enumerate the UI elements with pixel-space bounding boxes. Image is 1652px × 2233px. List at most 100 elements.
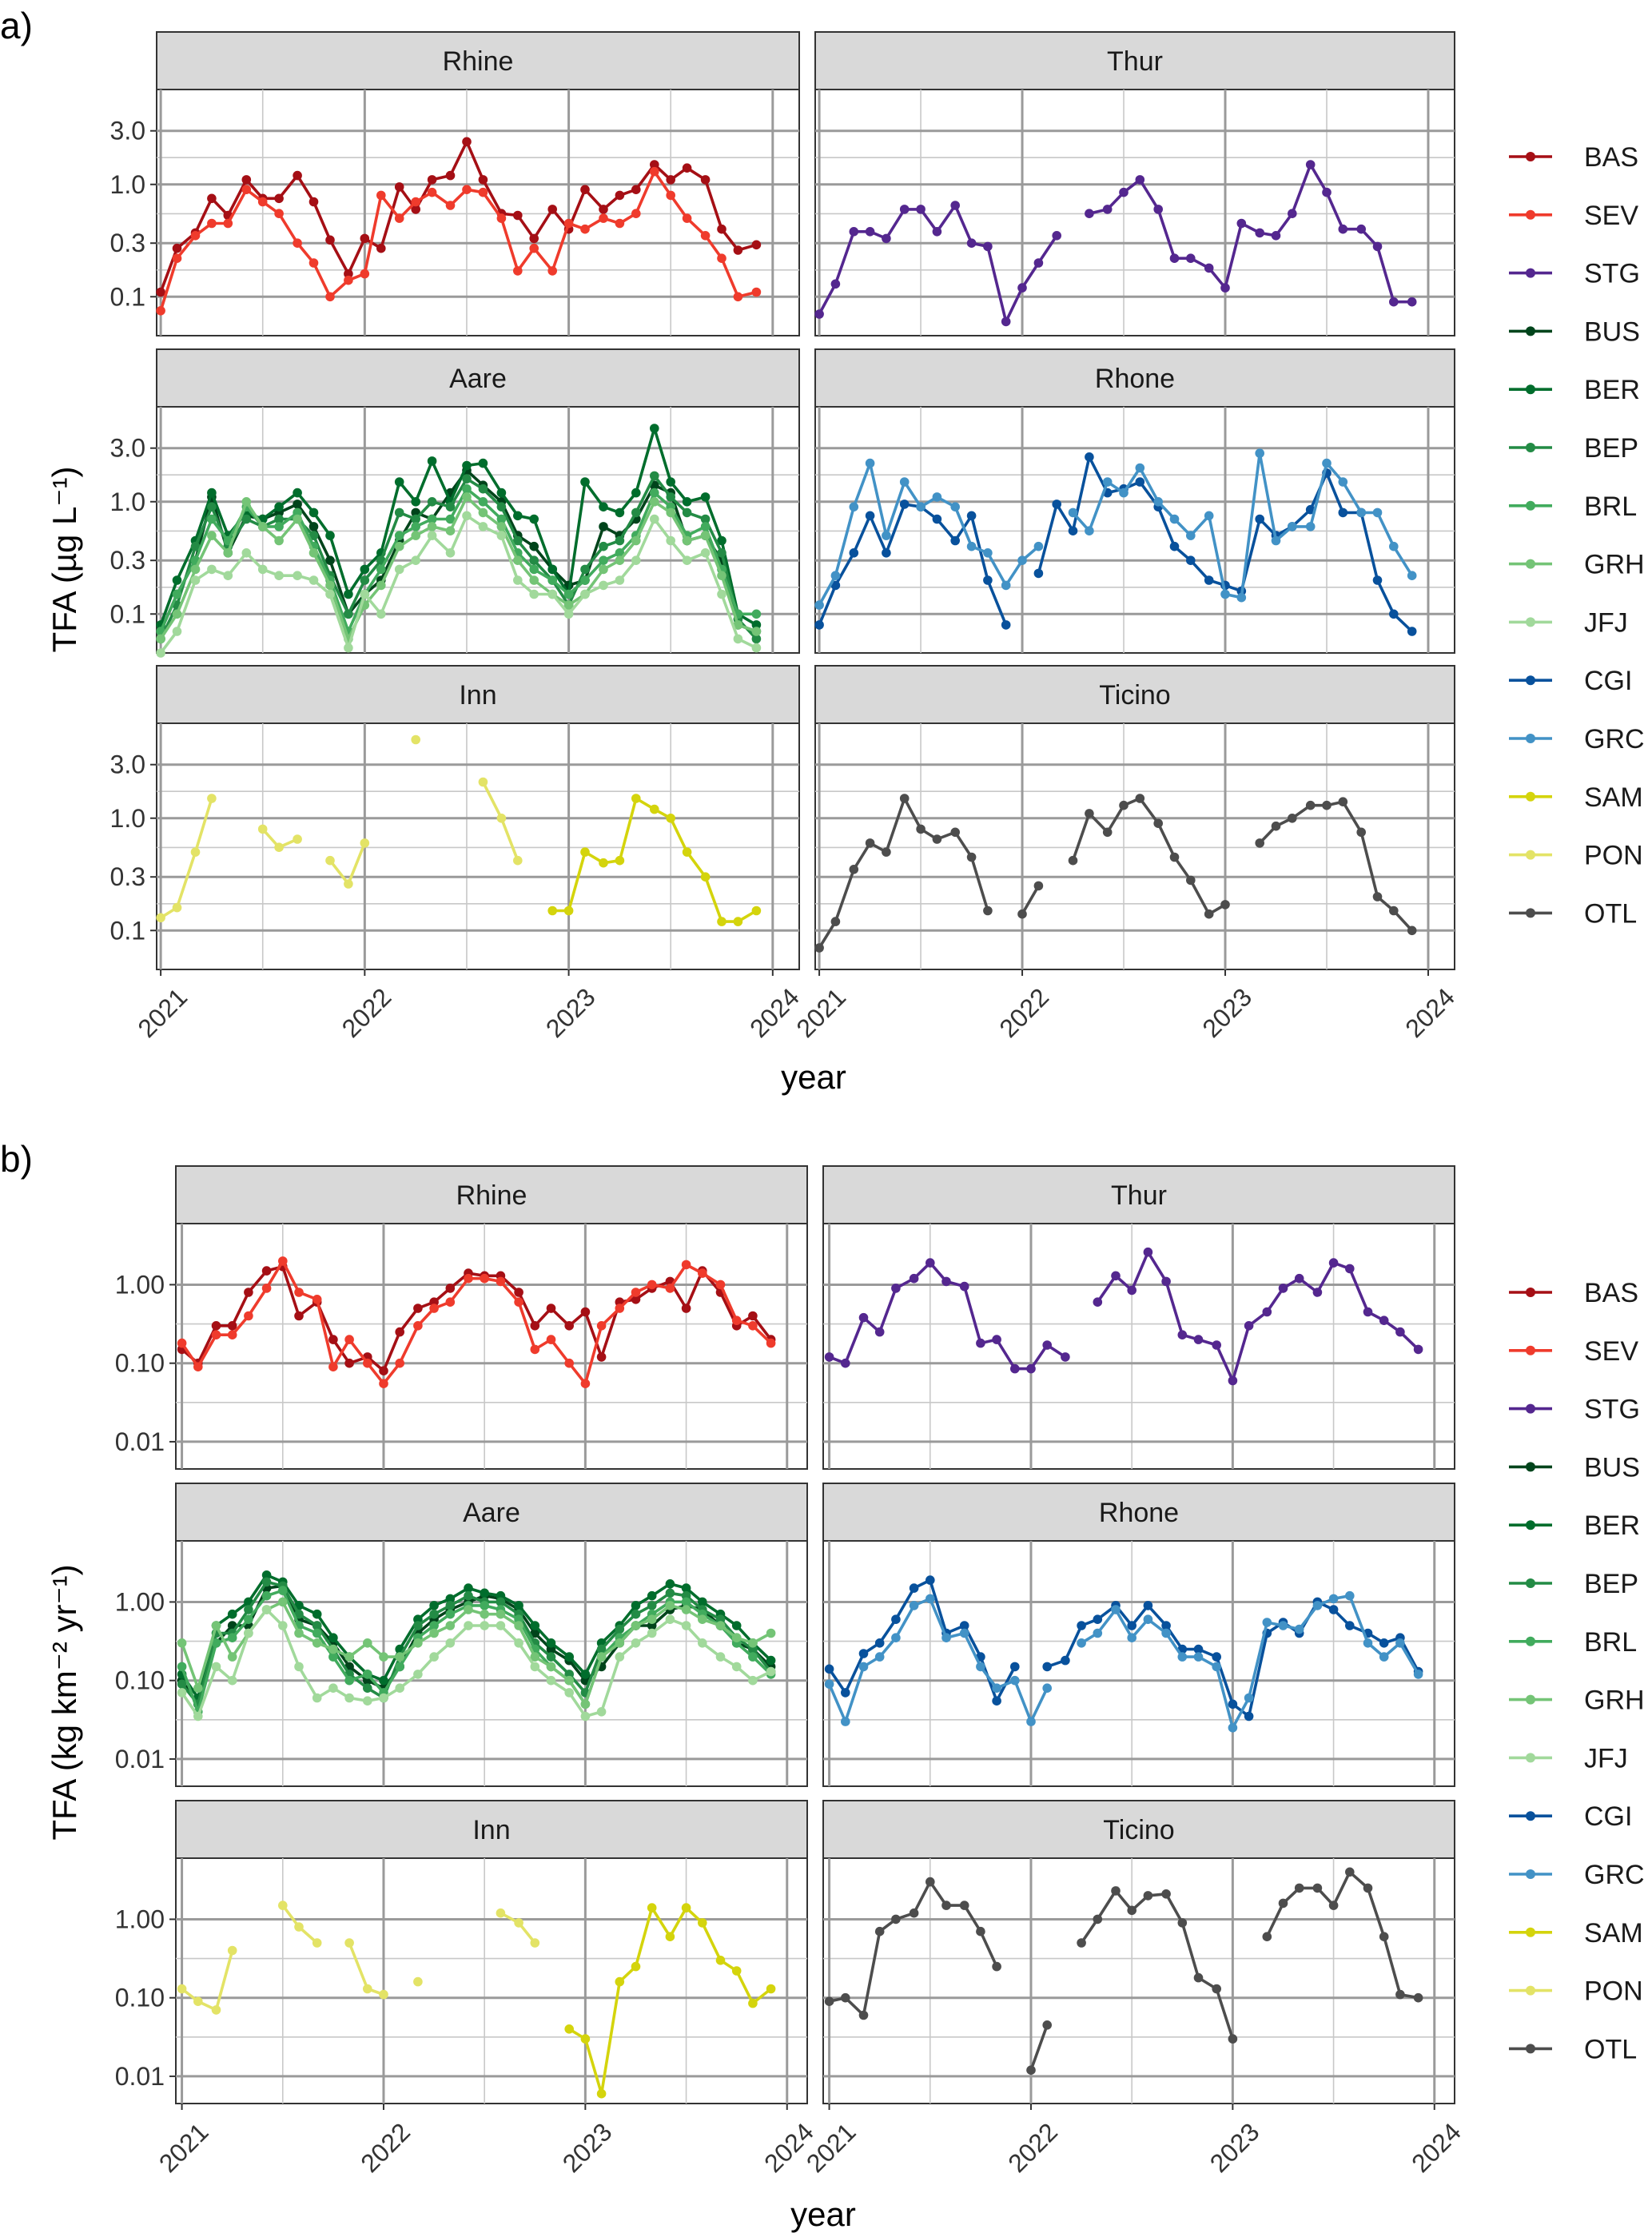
data-point-grc: [899, 477, 910, 487]
data-point-brl: [363, 1670, 372, 1679]
data-point-bas: [395, 1327, 405, 1337]
data-point-sev: [156, 306, 165, 316]
data-point-otl: [950, 827, 960, 838]
data-point-otl: [1212, 1984, 1221, 1994]
data-point-otl: [1262, 1932, 1272, 1941]
data-point-stg: [899, 205, 910, 214]
x-tick-label: 2021: [153, 2117, 214, 2178]
data-point-bep: [274, 514, 284, 524]
data-point-stg: [1119, 187, 1129, 197]
data-point-bas: [529, 233, 539, 244]
data-point-bas: [211, 1321, 221, 1331]
data-point-grh: [325, 580, 335, 591]
data-point-bas: [309, 197, 319, 207]
data-point-ber: [227, 1609, 237, 1619]
legend-label: GRH: [1584, 550, 1645, 580]
data-point-ber: [631, 1601, 641, 1610]
data-point-sam: [650, 804, 659, 814]
data-point-bas: [325, 235, 335, 245]
data-point-bep: [309, 531, 319, 540]
data-point-jfj: [599, 580, 608, 591]
facet-strip-label: Rhine: [443, 46, 514, 77]
data-point-otl: [1068, 855, 1078, 866]
data-point-brl: [480, 1601, 489, 1610]
data-point-bas: [666, 175, 675, 185]
facet-thur: Thur: [814, 31, 1455, 336]
data-point-grc: [916, 502, 926, 511]
data-point-grc: [1244, 1693, 1254, 1703]
data-point-grc: [1193, 1652, 1204, 1662]
data-point-sev: [733, 292, 743, 302]
data-point-brl: [496, 514, 507, 524]
data-point-pon: [211, 2005, 221, 2015]
data-point-grh: [445, 1621, 456, 1630]
data-point-jfj: [395, 1683, 405, 1693]
data-point-cgi: [1389, 609, 1399, 619]
legend-key-point: [1526, 791, 1535, 802]
data-point-grc: [926, 1594, 935, 1604]
data-point-otl: [1228, 2034, 1238, 2044]
data-point-ber: [344, 589, 353, 599]
data-point-grh: [514, 1621, 523, 1630]
data-point-bas: [413, 1304, 423, 1313]
data-point-brl: [615, 548, 625, 558]
legend-label: GRH: [1584, 1686, 1645, 1716]
legend-label: SAM: [1584, 782, 1643, 813]
data-point-grh: [681, 1605, 691, 1614]
facet-aare: Aare 0.1 0.3 1.0 3.0: [110, 348, 800, 658]
data-point-bas: [261, 1266, 272, 1276]
data-point-grc: [865, 458, 875, 468]
data-point-ber: [360, 564, 370, 575]
data-point-stg: [992, 1335, 1001, 1344]
facet-thur: Thur: [822, 1165, 1455, 1470]
data-point-grh: [395, 1652, 405, 1662]
data-point-grh: [363, 1638, 372, 1648]
data-point-grc: [1177, 1652, 1188, 1662]
legend-key-point: [1526, 209, 1535, 220]
data-point-cgi: [1010, 1662, 1020, 1672]
data-point-otl: [1077, 1938, 1086, 1948]
data-point-grc: [1143, 1614, 1153, 1624]
data-point-pon: [478, 777, 488, 787]
data-point-grh: [427, 522, 437, 531]
data-point-brl: [312, 1628, 322, 1638]
data-point-grc: [1102, 477, 1113, 487]
data-point-cgi: [1169, 541, 1180, 551]
data-point-sev: [312, 1295, 322, 1304]
data-point-grh: [172, 609, 182, 619]
data-point-sev: [564, 1358, 574, 1368]
data-point-ber: [564, 1652, 574, 1662]
data-point-otl: [1305, 800, 1316, 810]
data-point-bas: [546, 1304, 556, 1313]
data-point-grc: [976, 1662, 985, 1672]
data-point-cgi: [1077, 1621, 1086, 1630]
data-point-sev: [731, 1316, 742, 1325]
data-point-grh: [564, 1675, 574, 1686]
data-point-jfj: [748, 1675, 758, 1686]
data-point-bus: [325, 555, 335, 565]
data-point-bas: [207, 193, 217, 204]
data-point-pon: [513, 855, 523, 866]
data-point-ber: [529, 514, 539, 524]
data-point-pon: [156, 913, 165, 923]
facet-plot-area: [822, 1223, 1455, 1470]
data-point-sev: [464, 1273, 473, 1284]
data-point-cgi: [1093, 1614, 1103, 1624]
data-point-sev: [748, 1321, 758, 1331]
data-point-bus: [309, 522, 319, 531]
data-point-stg: [849, 227, 859, 237]
data-point-bep: [294, 1609, 304, 1619]
data-point-otl: [1119, 800, 1129, 810]
data-point-sev: [376, 190, 386, 201]
facet-aare: Aare 0.01 0.10 1.00: [115, 1483, 808, 1787]
data-point-pon: [294, 1922, 304, 1932]
data-point-pon: [530, 1938, 540, 1948]
data-point-bas: [615, 190, 625, 201]
data-point-ber: [478, 458, 488, 468]
facet-strip-label: Aare: [449, 364, 507, 394]
data-point-jfj: [665, 1614, 675, 1624]
data-point-bep: [599, 541, 608, 551]
data-point-sev: [700, 231, 711, 241]
data-point-jfj: [328, 1683, 338, 1693]
data-point-bas: [514, 1288, 523, 1297]
